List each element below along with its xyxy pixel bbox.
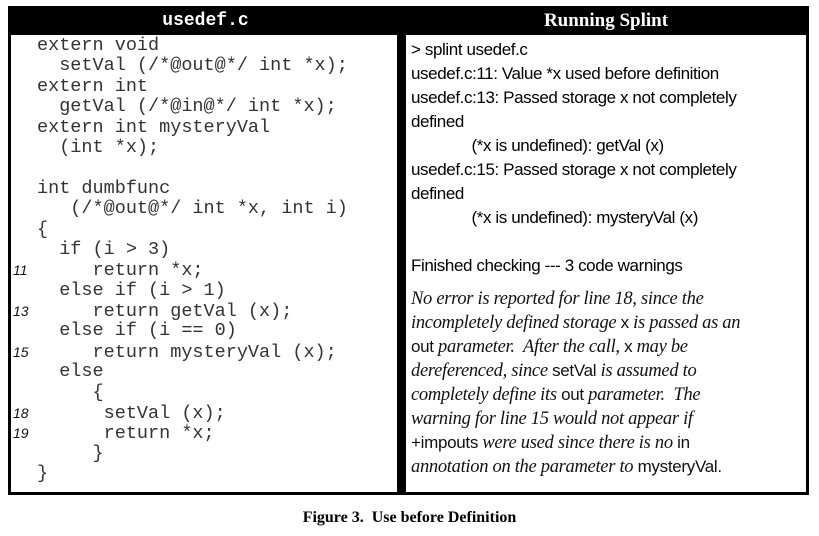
code-line: setVal (/*@out@*/ int *x); xyxy=(13,55,348,77)
note-text: is passed as an xyxy=(628,313,741,333)
note-text: No error is reported for line 18, since … xyxy=(411,289,704,309)
code-line: if (i > 3) xyxy=(13,238,348,260)
code-line: } xyxy=(13,442,348,464)
code-line: 13 return getVal (x); xyxy=(13,301,348,323)
note-text: annotation on the parameter to xyxy=(411,457,638,477)
line-number: 18 xyxy=(13,405,29,422)
output-line: defined xyxy=(411,112,464,131)
note-line: annotation on the parameter to mysteryVa… xyxy=(411,455,740,479)
code-line xyxy=(13,158,348,178)
code-line: int dumbfunc xyxy=(13,177,348,199)
code-line: (/*@out@*/ int *x, int i) xyxy=(13,198,348,220)
code-line: 18 setVal (x); xyxy=(13,403,348,425)
code-term: x xyxy=(624,337,633,356)
line-number: 15 xyxy=(13,343,29,360)
note-line: dereferenced, since setVal is assumed to xyxy=(411,359,740,383)
figure-caption: Figure 3. Use before Definition xyxy=(302,509,517,526)
code-line: } xyxy=(13,463,348,485)
code-term: out xyxy=(411,337,434,356)
output-line: usedef.c:11: Value *x used before defini… xyxy=(411,64,719,83)
code-line: getVal (/*@in@*/ int *x); xyxy=(13,96,348,118)
code-line: extern int xyxy=(13,75,348,97)
note-line: +impouts were used since there is no in xyxy=(411,431,740,455)
splint-output-title: Running Splint xyxy=(543,10,669,31)
code-text: else xyxy=(37,361,104,383)
code-line: else if (i > 1) xyxy=(13,279,348,301)
note-line: completely define its out parameter. The xyxy=(411,383,740,407)
line-number: 19 xyxy=(13,425,29,442)
code-text: } xyxy=(37,463,49,485)
note-line: warning for line 15 would not appear if xyxy=(411,407,740,431)
code-line: 11 return *x; xyxy=(13,260,348,282)
terminal-output: > splint usedef.c usedef.c:11: Value *x u… xyxy=(411,38,737,278)
splint-output-panel: > splint usedef.c usedef.c:11: Value *x u… xyxy=(406,35,806,492)
code-line: 15 return mysteryVal (x); xyxy=(13,341,348,363)
output-line: > splint usedef.c xyxy=(411,40,528,59)
code-text: return *x; xyxy=(37,423,215,445)
code-term: out xyxy=(561,385,584,404)
note-text: warning for line 15 would not appear if xyxy=(411,409,693,429)
code-term: in xyxy=(677,433,690,452)
code-term: +impouts xyxy=(411,433,479,452)
note-line: incompletely defined storage x is passed… xyxy=(411,311,741,335)
line-number: 11 xyxy=(13,262,28,279)
code-text: { xyxy=(37,381,104,403)
code-listing: extern void setVal (/*@out@*/ int *x); ex… xyxy=(13,35,348,485)
code-text: int dumbfunc xyxy=(37,177,171,199)
code-text: if (i > 3) xyxy=(37,238,171,260)
code-text: extern int xyxy=(37,75,149,97)
note-text: were used since there is no xyxy=(478,433,678,453)
code-text: (int *x); xyxy=(37,136,160,158)
code-text: setVal (x); xyxy=(37,403,226,425)
code-term: mysteryVal xyxy=(637,457,718,476)
output-line: usedef.c:15: Passed storage x not comple… xyxy=(411,160,737,179)
code-text: extern int mysteryVal xyxy=(37,116,271,138)
note-text: may be xyxy=(632,337,688,357)
code-line: extern void xyxy=(13,35,348,56)
code-line: 19 return *x; xyxy=(13,423,348,445)
code-text: setVal (/*@out@*/ int *x); xyxy=(37,55,348,77)
code-text: return *x; xyxy=(37,260,204,282)
figure-box: usedef.c Running Splint extern void setV… xyxy=(8,6,809,495)
output-line: usedef.c:13: Passed storage x not comple… xyxy=(411,88,737,107)
code-text: extern void xyxy=(37,35,160,56)
output-line: defined xyxy=(411,184,464,203)
code-text: getVal (/*@in@*/ int *x); xyxy=(37,96,337,118)
note-text: is assumed to xyxy=(596,361,697,381)
output-line xyxy=(411,230,736,254)
output-line: Finished checking --- 3 code warnings xyxy=(411,256,683,275)
output-line: (*x is undefined): getVal (x) xyxy=(411,136,665,155)
code-line: { xyxy=(13,381,348,403)
code-text: { xyxy=(37,218,49,240)
code-text: (/*@out@*/ int *x, int i) xyxy=(37,198,348,220)
code-line: { xyxy=(13,218,348,240)
code-term: x xyxy=(620,313,630,332)
code-text: } xyxy=(37,442,104,464)
code-term: . xyxy=(717,457,722,476)
code-text: return mysteryVal (x); xyxy=(37,341,337,363)
code-text: return getVal (x); xyxy=(37,301,293,323)
code-text: else if (i == 0) xyxy=(37,320,237,342)
note-text: incompletely defined storage xyxy=(411,313,621,333)
source-code-panel: extern void setVal (/*@out@*/ int *x); ex… xyxy=(11,35,397,492)
line-number: 13 xyxy=(13,303,29,320)
code-line: (int *x); xyxy=(13,136,348,158)
note-text: parameter. The xyxy=(583,385,701,405)
note-line: out parameter. After the call, x may be xyxy=(411,335,740,359)
code-line: else if (i == 0) xyxy=(13,320,348,342)
note-text: parameter. After the call, xyxy=(433,337,625,357)
code-term: setVal xyxy=(552,361,597,380)
code-line: else xyxy=(13,361,348,383)
code-line: extern int mysteryVal xyxy=(13,116,348,138)
explanation-note: No error is reported for line 18, since … xyxy=(411,287,741,479)
source-file-title: usedef.c xyxy=(162,11,249,31)
output-line: (*x is undefined): mysteryVal (x) xyxy=(411,208,699,227)
code-text: else if (i > 1) xyxy=(37,279,226,301)
note-text: dereferenced, since xyxy=(411,361,553,381)
note-line: No error is reported for line 18, since … xyxy=(411,287,740,311)
note-text: completely define its xyxy=(411,385,562,405)
